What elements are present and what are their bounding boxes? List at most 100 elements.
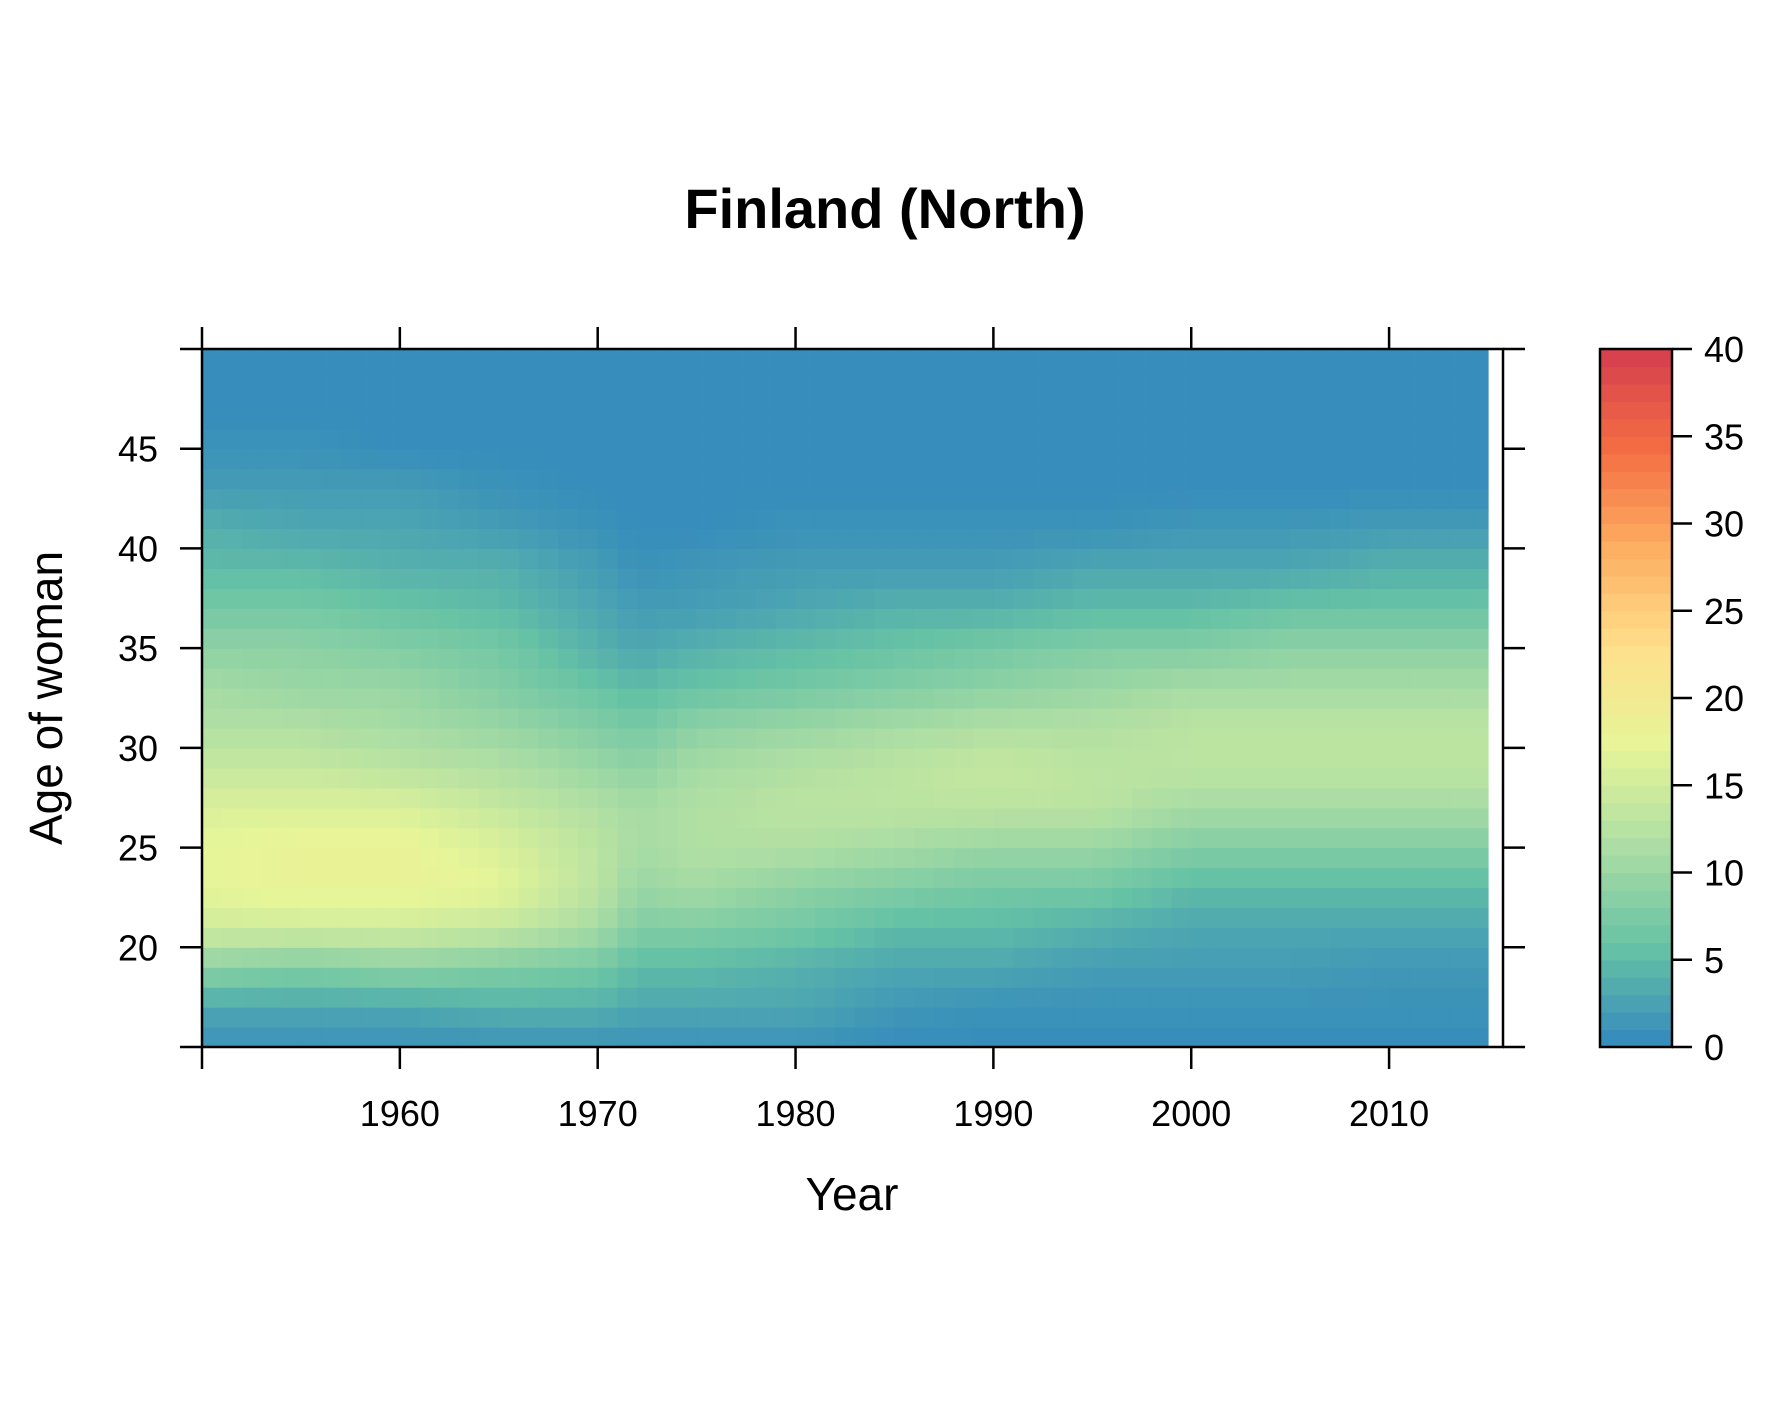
heatmap-cell	[538, 528, 559, 550]
heatmap-cell	[261, 488, 282, 510]
heatmap-cell	[795, 967, 816, 988]
heatmap-cell	[1448, 807, 1469, 829]
heatmap-cell	[795, 727, 816, 749]
heatmap-cell	[558, 1007, 579, 1028]
heatmap-cell	[874, 368, 896, 390]
heatmap-cell	[439, 548, 460, 569]
heatmap-cell	[1250, 508, 1271, 530]
heatmap-cell	[934, 707, 955, 729]
heatmap-cell	[439, 707, 460, 729]
heatmap-cell	[973, 588, 994, 609]
heatmap-cell	[577, 488, 599, 510]
heatmap-cell	[558, 967, 579, 988]
heatmap-cell	[835, 747, 856, 769]
heatmap-cell	[914, 548, 935, 569]
heatmap-cell	[518, 947, 539, 968]
heatmap-cell	[498, 927, 520, 948]
heatmap-cell	[676, 1007, 698, 1028]
heatmap-cell	[1211, 947, 1232, 968]
heatmap-cell	[1250, 548, 1271, 569]
heatmap-cell	[993, 349, 1014, 370]
heatmap-cell	[1230, 927, 1252, 948]
heatmap-cell	[775, 648, 797, 669]
heatmap-cell	[676, 907, 698, 928]
heatmap-cell	[973, 967, 994, 988]
heatmap-cell	[1112, 568, 1133, 589]
heatmap-cell	[1270, 847, 1291, 869]
heatmap-cell	[993, 727, 1014, 749]
heatmap-cell	[300, 707, 322, 729]
heatmap-cell	[637, 488, 658, 510]
heatmap-cell	[993, 468, 1014, 490]
heatmap-cell	[498, 967, 520, 988]
heatmap-cell	[202, 707, 223, 729]
heatmap-cell	[894, 947, 915, 968]
heatmap-cell	[1131, 727, 1153, 749]
heatmap-cell	[815, 688, 836, 709]
heatmap-cell	[478, 368, 500, 390]
heatmap-cell	[1468, 747, 1489, 769]
heatmap-cell	[1191, 428, 1212, 450]
heatmap-cell	[835, 528, 856, 550]
heatmap-cell	[340, 428, 361, 450]
heatmap-cell	[518, 568, 539, 589]
heatmap-cell	[775, 388, 797, 410]
heatmap-cell	[281, 688, 302, 709]
heatmap-cell	[1468, 707, 1489, 729]
heatmap-cell	[815, 388, 836, 410]
heatmap-cell	[993, 967, 1014, 988]
heatmap-cell	[1349, 707, 1370, 729]
heatmap-cell	[716, 1007, 737, 1028]
heatmap-cell	[1092, 448, 1113, 470]
heatmap-cell	[597, 668, 619, 689]
heatmap-cell	[934, 488, 955, 510]
heatmap-cell	[360, 967, 381, 988]
heatmap-cell	[380, 668, 401, 689]
heatmap-cell	[676, 727, 698, 749]
heatmap-cell	[1230, 528, 1252, 550]
heatmap-cell	[874, 847, 896, 869]
heatmap-cell	[736, 827, 757, 849]
heatmap-cell	[973, 987, 994, 1008]
colorbar-step	[1600, 750, 1672, 769]
heatmap-cell	[934, 767, 955, 789]
heatmap-cell	[300, 1027, 322, 1048]
heatmap-cell	[894, 747, 915, 769]
heatmap-cell	[953, 428, 975, 450]
heatmap-cell	[202, 907, 223, 928]
heatmap-cell	[478, 807, 500, 829]
heatmap-cell	[1013, 448, 1034, 470]
heatmap-cell	[795, 408, 816, 430]
heatmap-cell	[716, 508, 737, 530]
heatmap-cell	[399, 368, 421, 390]
heatmap-cell	[1428, 987, 1450, 1008]
heatmap-cell	[1329, 847, 1351, 869]
heatmap-cell	[221, 947, 243, 968]
heatmap-cell	[1211, 987, 1232, 1008]
heatmap-cell	[281, 588, 302, 609]
heatmap-cell	[320, 548, 342, 569]
heatmap-cell	[1211, 787, 1232, 809]
heatmap-cell	[1369, 608, 1390, 629]
heatmap-cell	[854, 388, 876, 410]
heatmap-cell	[1052, 1007, 1074, 1028]
heatmap-cell	[1290, 368, 1311, 390]
heatmap-cell	[1052, 428, 1074, 450]
heatmap-cell	[558, 608, 579, 629]
heatmap-cell	[419, 727, 441, 749]
heatmap-cell	[795, 628, 816, 649]
heatmap-cell	[1171, 727, 1192, 749]
heatmap-cell	[736, 927, 757, 948]
heatmap-cell	[854, 867, 876, 889]
heatmap-cell	[874, 827, 896, 849]
heatmap-cell	[1448, 349, 1469, 370]
heatmap-cell	[973, 428, 994, 450]
heatmap-cell	[657, 428, 678, 450]
heatmap-cell	[300, 807, 322, 829]
heatmap-cell	[1270, 428, 1291, 450]
heatmap-cell	[1349, 807, 1370, 829]
heatmap-cell	[1013, 548, 1034, 569]
heatmap-cell	[439, 588, 460, 609]
heatmap-cell	[1151, 368, 1173, 390]
